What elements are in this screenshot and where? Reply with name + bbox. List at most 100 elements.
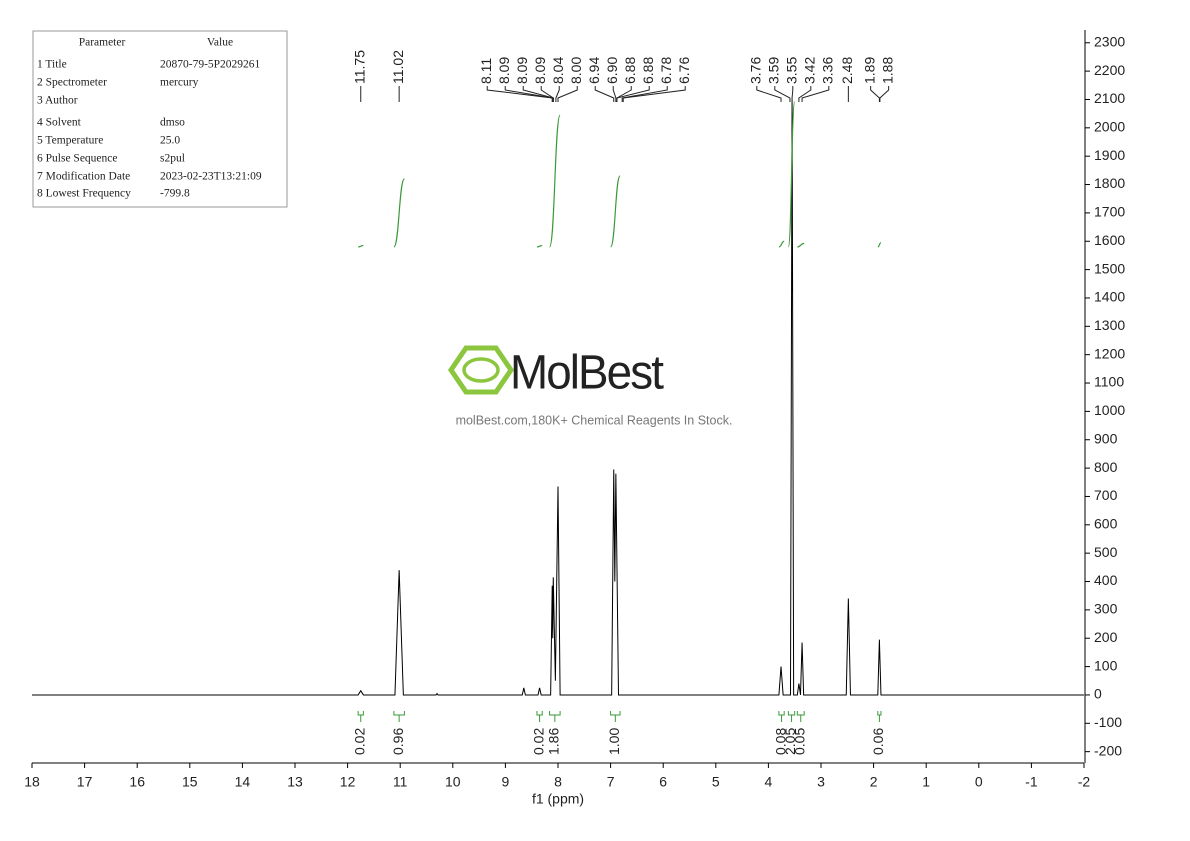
table-cell: mercury bbox=[160, 77, 199, 89]
peak-leader bbox=[616, 86, 650, 102]
integral-curve bbox=[797, 242, 805, 248]
integral-label: 2.05 bbox=[782, 728, 798, 755]
integral-curve bbox=[778, 240, 785, 248]
integral-curve bbox=[610, 175, 621, 248]
peak-label: 3.42 bbox=[802, 57, 818, 84]
logo-ring bbox=[462, 357, 500, 383]
peak-leader bbox=[774, 86, 791, 102]
integral-bracket bbox=[610, 711, 621, 722]
peak-label: 1.89 bbox=[861, 57, 877, 84]
y-tick-label: 2000 bbox=[1094, 119, 1125, 135]
table-cell: dmso bbox=[160, 117, 185, 129]
peak-label: 6.88 bbox=[640, 57, 656, 84]
integral-bracket bbox=[393, 711, 405, 722]
y-tick-label: 1500 bbox=[1094, 260, 1125, 276]
integral-bracket bbox=[549, 711, 561, 722]
y-tick-label: 1300 bbox=[1094, 317, 1125, 333]
integral-label: 0.02 bbox=[351, 728, 367, 755]
peak-label: 6.90 bbox=[604, 57, 620, 84]
x-tick-label: 11 bbox=[393, 774, 408, 790]
integral-label: 1.86 bbox=[546, 728, 562, 755]
integral-label: 0.05 bbox=[791, 728, 807, 755]
peak-label: 8.09 bbox=[496, 57, 512, 84]
parameter-table-frame bbox=[32, 30, 288, 208]
x-tick-label: 0 bbox=[975, 774, 983, 790]
table-cell: 1 Title bbox=[37, 59, 67, 71]
peak-label: 6.78 bbox=[658, 57, 674, 84]
y-tick-label: 200 bbox=[1094, 629, 1118, 645]
y-tick-label: 0 bbox=[1094, 686, 1102, 702]
peak-leader bbox=[801, 86, 830, 102]
table-cell: 8 Lowest Frequency bbox=[37, 188, 131, 200]
y-tick-label: 1900 bbox=[1094, 147, 1125, 163]
y-tick-label: 1000 bbox=[1094, 402, 1125, 418]
table-cell: 7 Modification Date bbox=[37, 171, 130, 183]
table-cell: -799.8 bbox=[160, 188, 190, 200]
peak-leader bbox=[870, 86, 880, 102]
peak-leader bbox=[756, 86, 782, 102]
y-tick-label: -100 bbox=[1094, 714, 1122, 730]
integral-curve bbox=[393, 178, 405, 248]
y-tick-label: 2100 bbox=[1094, 90, 1125, 106]
x-tick-label: 5 bbox=[712, 774, 720, 790]
integral-bracket bbox=[787, 711, 796, 722]
table-header: Value bbox=[207, 37, 233, 49]
peak-label: 11.02 bbox=[390, 50, 406, 84]
x-tick-label: 18 bbox=[24, 774, 40, 790]
table-cell: 2 Spectrometer bbox=[37, 77, 107, 89]
y-tick-label: 600 bbox=[1094, 516, 1118, 532]
integral-curve bbox=[877, 242, 882, 248]
y-tick-label: 1600 bbox=[1094, 232, 1125, 248]
y-tick-label: 300 bbox=[1094, 601, 1118, 617]
peak-label: 8.11 bbox=[478, 58, 494, 84]
peak-leader bbox=[540, 86, 554, 102]
table-cell: 3 Author bbox=[37, 95, 78, 107]
x-tick-label: 4 bbox=[765, 774, 773, 790]
y-tick-label: 1100 bbox=[1094, 374, 1124, 390]
peak-leader bbox=[879, 86, 890, 102]
peak-leader bbox=[798, 86, 812, 102]
peak-label: 8.09 bbox=[514, 57, 530, 84]
x-tick-label: 7 bbox=[607, 774, 615, 790]
x-tick-label: -2 bbox=[1078, 774, 1091, 790]
peak-leader bbox=[557, 86, 578, 102]
peak-leader bbox=[622, 86, 686, 102]
x-tick-label: 17 bbox=[77, 774, 93, 790]
x-tick-label: 14 bbox=[235, 774, 251, 790]
y-tick-label: 500 bbox=[1094, 544, 1118, 560]
peak-label: 8.00 bbox=[568, 57, 584, 84]
peak-leader bbox=[555, 86, 560, 102]
peak-label: 6.76 bbox=[676, 57, 692, 84]
integral-bracket bbox=[536, 711, 543, 722]
x-tick-label: 12 bbox=[340, 774, 356, 790]
peak-label: 1.88 bbox=[879, 57, 895, 84]
x-tick-label: 1 bbox=[922, 774, 930, 790]
x-tick-label: 13 bbox=[287, 774, 303, 790]
watermark-brand: MolBest bbox=[510, 347, 664, 400]
watermark-text: molBest.com,180K+ Chemical Reagents In S… bbox=[456, 413, 733, 427]
y-tick-label: 400 bbox=[1094, 572, 1118, 588]
table-cell: 6 Pulse Sequence bbox=[37, 153, 117, 165]
peak-label: 3.59 bbox=[766, 57, 782, 84]
y-tick-label: 2200 bbox=[1094, 62, 1125, 78]
spectrum-line bbox=[32, 99, 1084, 696]
integral-curve bbox=[536, 244, 543, 248]
integral-bracket bbox=[778, 711, 785, 722]
table-cell: 25.0 bbox=[160, 135, 180, 147]
integral-bracket bbox=[877, 711, 882, 722]
integral-label: 1.00 bbox=[606, 728, 622, 755]
integral-bracket bbox=[357, 711, 364, 722]
x-axis-label: f1 (ppm) bbox=[532, 791, 584, 807]
peak-label: 6.88 bbox=[622, 57, 638, 84]
y-tick-label: 2300 bbox=[1094, 33, 1125, 49]
x-tick-label: 16 bbox=[129, 774, 145, 790]
integral-label: 0.06 bbox=[870, 728, 886, 755]
table-cell: 20870-79-5P2029261 bbox=[160, 59, 261, 71]
y-tick-label: 1800 bbox=[1094, 175, 1125, 191]
integral-bracket bbox=[796, 711, 805, 722]
y-tick-label: 800 bbox=[1094, 459, 1118, 475]
table-cell: s2pul bbox=[160, 153, 185, 165]
peak-leader bbox=[621, 86, 668, 102]
peak-leader bbox=[791, 86, 794, 102]
